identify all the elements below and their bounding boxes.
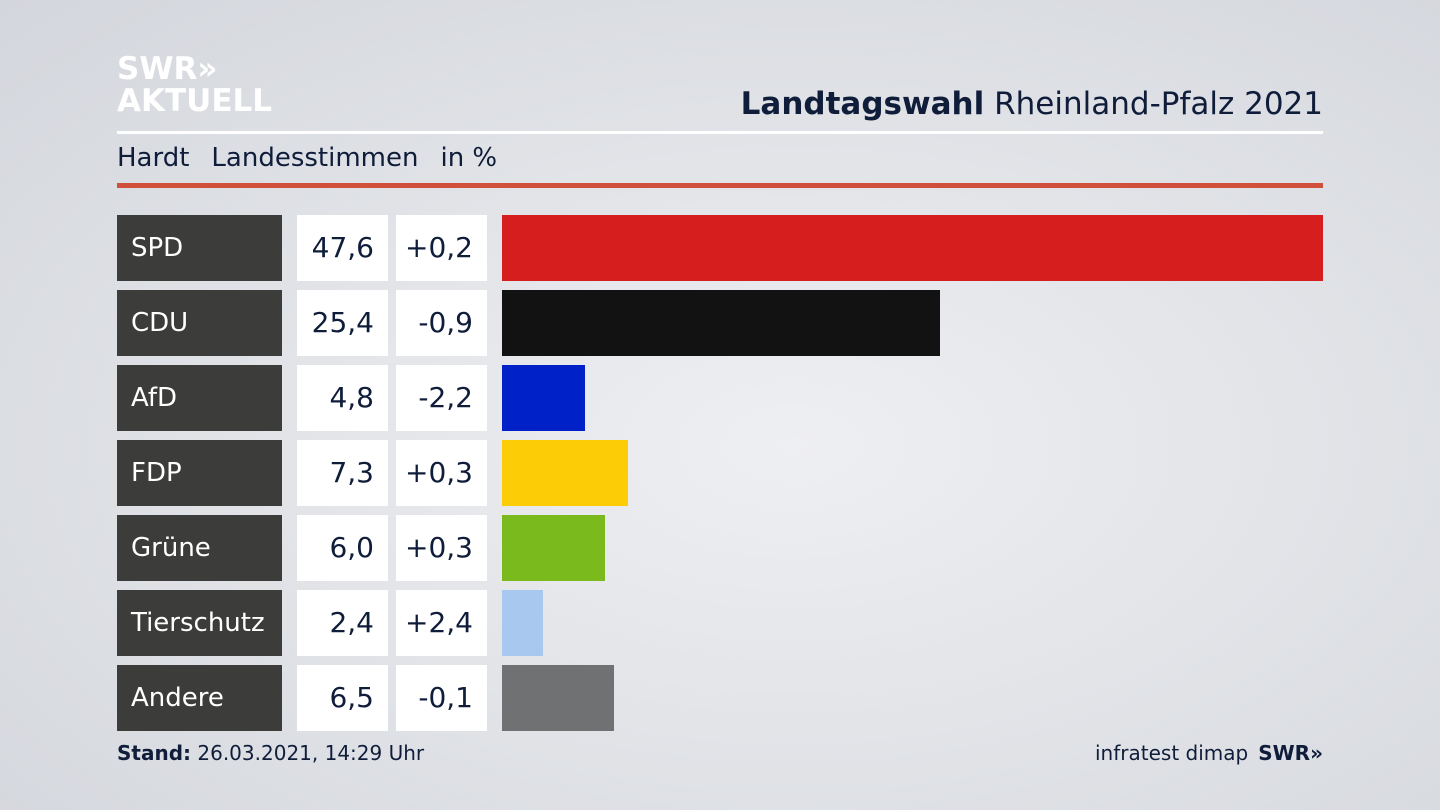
value-label: 2,4 bbox=[297, 590, 388, 656]
logo-line2: AKTUELL bbox=[117, 83, 273, 119]
bar-cdu bbox=[502, 290, 941, 356]
bar-afd bbox=[502, 365, 585, 431]
subtitle-place: Hardt bbox=[117, 143, 190, 173]
party-label: CDU bbox=[117, 290, 282, 356]
bar-row: FDP 7,3 +0,3 bbox=[117, 440, 1323, 506]
bar-grüne bbox=[502, 515, 606, 581]
party-label: Grüne bbox=[117, 515, 282, 581]
value-label: 47,6 bbox=[297, 215, 388, 281]
bar-spd bbox=[502, 215, 1323, 281]
stand-label: Stand: bbox=[117, 741, 192, 765]
source-label: infratest dimap bbox=[1095, 741, 1249, 765]
diff-label: +0,3 bbox=[396, 440, 487, 506]
page-title: Landtagswahl Rheinland-Pfalz 2021 bbox=[741, 86, 1323, 122]
diff-label: -0,1 bbox=[396, 665, 487, 731]
swr-logo-small: SWR» bbox=[1258, 741, 1323, 765]
divider-white bbox=[117, 131, 1323, 134]
bar-row: Andere 6,5 -0,1 bbox=[117, 665, 1323, 731]
bar-row: Tierschutz 2,4 +2,4 bbox=[117, 590, 1323, 656]
bar-tierschutz bbox=[502, 590, 544, 656]
value-label: 25,4 bbox=[297, 290, 388, 356]
logo-line1: SWR» bbox=[117, 51, 218, 87]
party-label: FDP bbox=[117, 440, 282, 506]
diff-label: -0,9 bbox=[396, 290, 487, 356]
value-label: 6,0 bbox=[297, 515, 388, 581]
chart-subtitle: Hardt Landesstimmen in % bbox=[117, 143, 519, 173]
party-label: AfD bbox=[117, 365, 282, 431]
swr-aktuell-logo: SWR» AKTUELL bbox=[117, 54, 272, 118]
title-rest: Rheinland-Pfalz 2021 bbox=[994, 86, 1323, 122]
party-label: Andere bbox=[117, 665, 282, 731]
party-label: Tierschutz bbox=[117, 590, 282, 656]
bar-row: AfD 4,8 -2,2 bbox=[117, 365, 1323, 431]
party-label: SPD bbox=[117, 215, 282, 281]
diff-label: -2,2 bbox=[396, 365, 487, 431]
bar-row: CDU 25,4 -0,9 bbox=[117, 290, 1323, 356]
subtitle-type: Landesstimmen bbox=[211, 143, 419, 173]
bar-row: SPD 47,6 +0,2 bbox=[117, 215, 1323, 281]
bar-fdp bbox=[502, 440, 628, 506]
stand-value: 26.03.2021, 14:29 Uhr bbox=[197, 741, 425, 765]
bar-row: Grüne 6,0 +0,3 bbox=[117, 515, 1323, 581]
subtitle-unit: in % bbox=[440, 143, 498, 173]
value-label: 6,5 bbox=[297, 665, 388, 731]
value-label: 7,3 bbox=[297, 440, 388, 506]
diff-label: +0,3 bbox=[396, 515, 487, 581]
diff-label: +0,2 bbox=[396, 215, 487, 281]
bar-andere bbox=[502, 665, 615, 731]
source: infratest dimap SWR» bbox=[1095, 741, 1323, 765]
value-label: 4,8 bbox=[297, 365, 388, 431]
diff-label: +2,4 bbox=[396, 590, 487, 656]
divider-red bbox=[117, 183, 1323, 188]
timestamp: Stand: 26.03.2021, 14:29 Uhr bbox=[117, 741, 424, 765]
title-bold: Landtagswahl bbox=[740, 86, 985, 122]
